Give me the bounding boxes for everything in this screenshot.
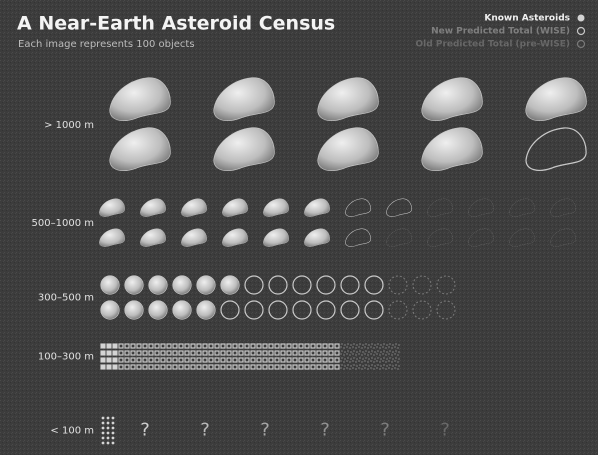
legend-label: Old Predicted Total (pre-WISE) [416, 40, 570, 50]
category-label: < 100 m [50, 426, 94, 437]
asteroid-icon [112, 432, 115, 435]
unknown-marker: ? [200, 420, 210, 441]
category-label: 500–1000 m [32, 218, 94, 229]
asteroid-icon [149, 276, 167, 294]
asteroid-icon [101, 358, 105, 362]
asteroid-icon [112, 437, 115, 440]
asteroid-icon [112, 422, 115, 425]
asteroid-icon [112, 417, 115, 420]
asteroid-icon [113, 344, 117, 348]
asteroid-icon [107, 422, 110, 425]
asteroid-icon [197, 276, 215, 294]
asteroid-icon [102, 427, 105, 430]
asteroid-icon [102, 422, 105, 425]
asteroid-icon [113, 351, 117, 355]
asteroid-icon [149, 301, 167, 319]
asteroid-icon [102, 437, 105, 440]
asteroid-icon [113, 358, 117, 362]
asteroid-icon [102, 417, 105, 420]
asteroid-icon [221, 276, 239, 294]
asteroid-icon [173, 301, 191, 319]
category-label: 300–500 m [38, 293, 94, 304]
unknown-marker: ? [140, 420, 150, 441]
asteroid-icon [101, 365, 105, 369]
unknown-marker: ? [440, 420, 450, 441]
asteroid-icon [173, 276, 191, 294]
asteroid-icon [113, 365, 117, 369]
asteroid-icon [197, 301, 215, 319]
legend-label: New Predicted Total (WISE) [431, 27, 570, 37]
legend-swatch [578, 15, 585, 22]
asteroid-icon [107, 417, 110, 420]
asteroid-icon [107, 432, 110, 435]
asteroid-icon [107, 437, 110, 440]
asteroid-icon [101, 344, 105, 348]
unknown-marker: ? [320, 420, 330, 441]
chart-title: A Near-Earth Asteroid Census [17, 13, 335, 35]
chart: A Near-Earth Asteroid Census Each image … [0, 0, 598, 455]
chart-subtitle: Each image represents 100 objects [18, 39, 195, 50]
category-label: 100–300 m [38, 352, 94, 363]
asteroid-icon [107, 344, 111, 348]
legend-label: Known Asteroids [484, 14, 570, 24]
asteroid-icon [125, 301, 143, 319]
asteroid-icon [101, 301, 119, 319]
unknown-marker: ? [380, 420, 390, 441]
category-label: > 1000 m [44, 120, 94, 131]
asteroid-icon [112, 427, 115, 430]
asteroid-icon [107, 442, 110, 445]
asteroid-icon [107, 427, 110, 430]
unknown-marker: ? [260, 420, 270, 441]
asteroid-icon [101, 276, 119, 294]
asteroid-icon [112, 442, 115, 445]
asteroid-icon [102, 432, 105, 435]
asteroid-icon [107, 358, 111, 362]
asteroid-icon [107, 351, 111, 355]
asteroid-icon [102, 442, 105, 445]
asteroid-icon [107, 365, 111, 369]
asteroid-icon [101, 351, 105, 355]
asteroid-icon [125, 276, 143, 294]
